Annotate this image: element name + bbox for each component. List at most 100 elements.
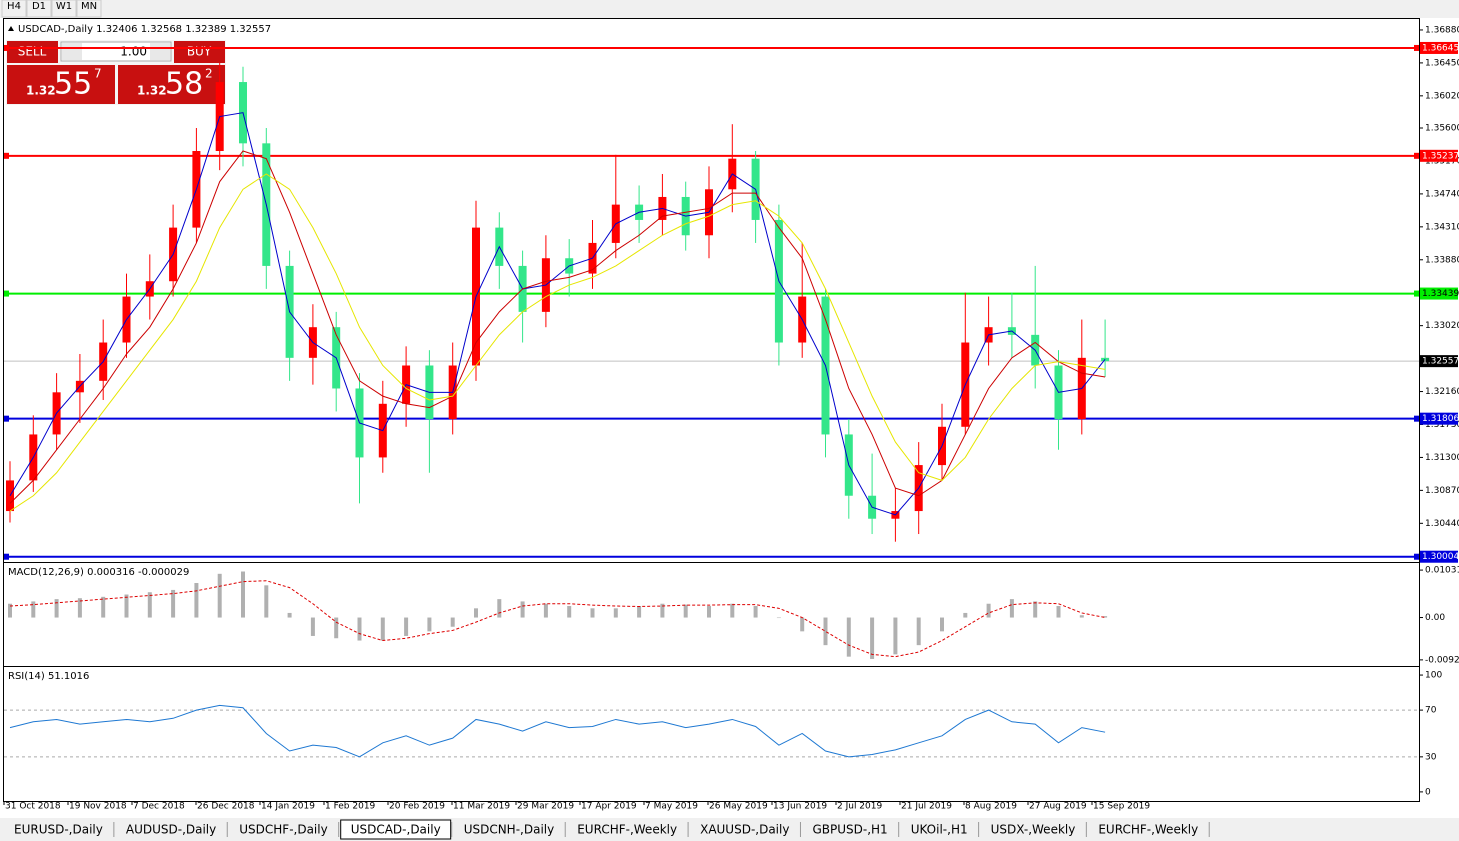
- symbol-tab[interactable]: [4, 820, 113, 839]
- buy-price-box[interactable]: [118, 65, 225, 104]
- macd-bar: [450, 617, 455, 627]
- macd-bar: [753, 606, 758, 618]
- moving-average: [9, 150, 1106, 504]
- y-tick-label: 1.36450: [1425, 58, 1459, 68]
- sell-price-pips: 55: [54, 67, 92, 102]
- macd-bar: [1033, 601, 1038, 618]
- level-handle: [1414, 152, 1419, 159]
- current-price-label: 1.32557: [1422, 357, 1459, 367]
- moving-average: [9, 173, 1106, 512]
- symbol-tab[interactable]: [980, 820, 1086, 839]
- rsi-title: RSI(14) 51.1016: [8, 671, 89, 682]
- timeframe-label: MN: [81, 1, 97, 12]
- level-label: 1.30004: [1422, 552, 1459, 562]
- x-tick-label: 19 Nov 2018: [69, 802, 127, 812]
- lot-down[interactable]: [62, 43, 82, 60]
- symbol-tab[interactable]: [340, 819, 452, 840]
- x-tick-label: 26 May 2019: [709, 802, 768, 812]
- y-tick-label: -0.00920: [1425, 655, 1459, 665]
- x-tick-label: 27 Aug 2019: [1029, 802, 1087, 812]
- collapse-icon[interactable]: [8, 26, 14, 31]
- level-handle: [4, 553, 9, 560]
- macd-bar: [986, 603, 991, 618]
- x-tick-label: 13 Jun 2019: [773, 802, 827, 812]
- timeframe-button[interactable]: [1, 0, 27, 18]
- macd-bar: [1009, 599, 1014, 618]
- macd-bar: [264, 585, 269, 618]
- x-tick-label: 8 Aug 2019: [965, 802, 1017, 812]
- y-tick-label: 1.31730: [1425, 420, 1459, 430]
- level-handle: [1414, 415, 1419, 422]
- buy-label: BUY: [187, 45, 212, 59]
- macd-bar: [77, 598, 82, 618]
- symbol-tab[interactable]: [1088, 820, 1209, 839]
- macd-bar: [287, 612, 292, 618]
- level-label: 1.31806: [1422, 414, 1459, 424]
- symbol-tab[interactable]: [453, 820, 565, 839]
- y-tick-label: 0.010311: [1425, 566, 1459, 576]
- y-tick-label: 30: [1425, 752, 1437, 762]
- level-label: 1.36645: [1422, 43, 1459, 53]
- macd-bar: [846, 617, 851, 657]
- level-handle: [4, 290, 9, 297]
- symbol-tab[interactable]: [900, 820, 978, 839]
- level-handle: [1414, 290, 1419, 297]
- y-tick-label: 1.34310: [1425, 222, 1459, 232]
- macd-signal: [9, 580, 1106, 658]
- symbol-tab[interactable]: [115, 820, 227, 839]
- symbol-tab[interactable]: [802, 820, 898, 839]
- x-tick-label: 26 Dec 2018: [197, 802, 255, 812]
- y-tick-label: 1.30870: [1425, 486, 1459, 496]
- x-tick-label: 20 Feb 2019: [389, 802, 445, 812]
- macd-bar: [683, 604, 688, 618]
- macd-bar: [101, 596, 106, 618]
- macd-bar: [217, 573, 222, 618]
- symbol-tab[interactable]: [567, 820, 688, 839]
- macd-bar: [310, 617, 315, 636]
- y-tick-label: 1.35600: [1425, 124, 1459, 134]
- lot-up[interactable]: [150, 43, 170, 60]
- macd-bar: [241, 571, 245, 618]
- macd-bar: [1056, 606, 1061, 618]
- buy-button[interactable]: [174, 41, 225, 63]
- macd-bar: [800, 617, 805, 632]
- tab-label: EURUSD-,Daily: [14, 823, 103, 837]
- x-tick-label: 2 Jul 2019: [837, 802, 882, 812]
- x-tick-label: 7 May 2019: [645, 802, 698, 812]
- chart-frame: [3, 18, 1420, 802]
- tab-label: USDX-,Weekly: [991, 823, 1076, 837]
- x-tick-label: 14 Jan 2019: [261, 802, 315, 812]
- buy-price-frac: 2: [205, 67, 213, 81]
- timeframe-button[interactable]: [76, 0, 102, 18]
- macd-bar: [1079, 615, 1084, 618]
- macd-bar: [567, 606, 572, 618]
- tab-label: EURCHF-,Weekly: [1098, 823, 1198, 837]
- macd-bar: [637, 606, 642, 618]
- symbol-tab[interactable]: [229, 820, 338, 839]
- macd-bar: [940, 617, 944, 632]
- level-handle: [4, 152, 9, 159]
- macd-bar: [870, 617, 875, 659]
- level-tag: [1420, 550, 1458, 563]
- rsi-line: [9, 704, 1106, 758]
- symbol-tab[interactable]: [690, 820, 800, 839]
- tab-label: USDCAD-,Daily: [351, 823, 441, 837]
- timeframe-button[interactable]: [26, 0, 52, 18]
- timeframe-button[interactable]: [51, 0, 77, 18]
- sell-price-box[interactable]: [7, 65, 115, 104]
- macd-bar: [707, 606, 711, 618]
- x-tick-label: 15 Sep 2019: [1093, 802, 1150, 812]
- macd-bar: [613, 608, 618, 618]
- chart-title: USDCAD-,Daily 1.32406 1.32568 1.32389 1.…: [18, 24, 271, 35]
- y-tick-label: 1.36020: [1425, 91, 1459, 101]
- macd-bar: [404, 617, 409, 636]
- macd-bar: [8, 603, 12, 618]
- macd-bar: [730, 603, 735, 618]
- macd-bar: [31, 601, 36, 618]
- x-tick-label: 21 Jul 2019: [901, 802, 952, 812]
- macd-bar: [916, 617, 921, 646]
- lot-input[interactable]: [60, 41, 172, 62]
- macd-title: MACD(12,26,9) 0.000316 -0.000029: [8, 567, 189, 578]
- sell-button[interactable]: [7, 41, 58, 63]
